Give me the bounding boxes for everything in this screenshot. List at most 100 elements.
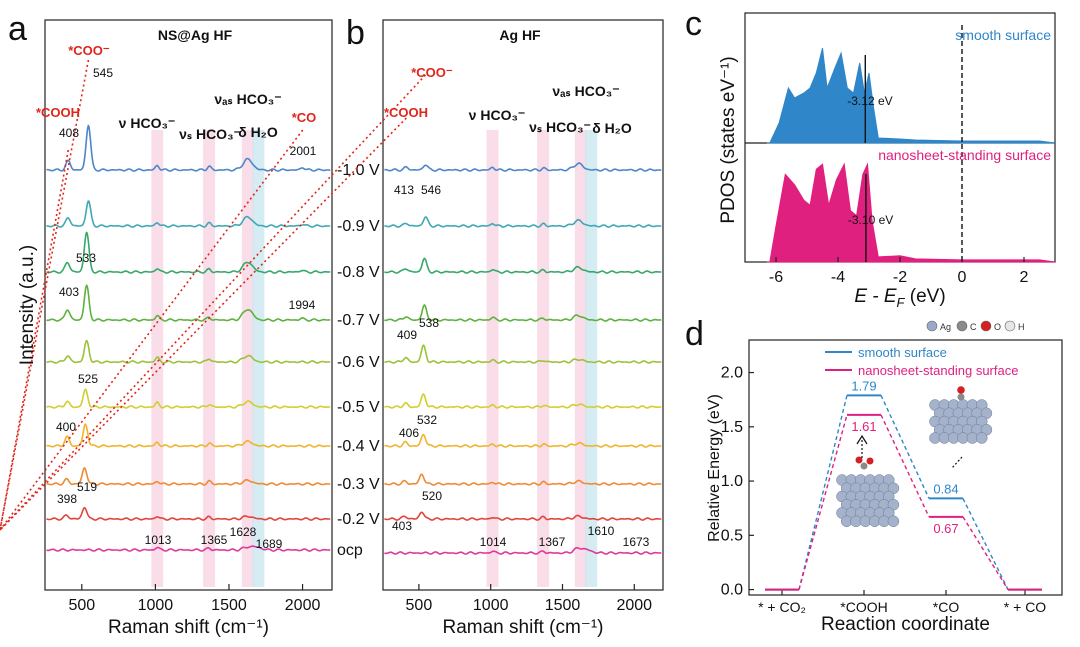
atom-legend-swatch [926,320,938,332]
peak-annotation: 1673 [623,535,650,549]
voltage-label: -0.8 V [337,264,380,281]
y-tick-label: 0.5 [721,527,743,544]
energy-value-label: 1.79 [851,378,876,393]
voltage-label: -0.6 V [337,354,380,371]
peak-label: δ H₂O [592,120,632,136]
voltage-label: -0.2 V [337,511,380,528]
spectrum-line-a-2 [46,231,331,274]
y-tick-label: 0.0 [721,582,743,599]
peak-guide-line [0,129,304,531]
voltage-label: -0.7 V [337,312,380,329]
x-tick-label: 1000 [473,597,509,614]
y-tick-label: 1.5 [721,419,743,436]
carbon-atom [957,393,965,401]
spectrum-line-a-8 [46,506,331,521]
energy-connector [880,414,930,518]
panel-b-title: Ag HF [499,27,541,43]
peak-guide-line [0,74,427,531]
pdos-area-1 [766,162,1056,263]
peak-label: *COO⁻ [411,65,453,80]
band-highlight [241,130,254,587]
peak-label: νₛ HCO₃⁻ [179,126,241,142]
peak-annotation: 1994 [289,298,316,312]
spectrum-line-b-6 [384,433,662,448]
spectrum-line-b-8 [384,511,662,521]
cooh-adsorbate-model [836,474,900,527]
peak-annotation: 519 [77,480,97,494]
energy-connector [962,498,1009,590]
peak-annotation: 525 [78,372,98,386]
atom-legend-swatch [980,320,992,332]
peak-annotation: 1689 [256,537,283,551]
energy-connector [798,414,848,590]
energy-value-label: 0.67 [933,521,958,536]
x-tick-label: -4 [831,269,845,286]
peak-annotation: 2001 [290,144,317,158]
peak-label: νₛ HCO₃⁻ [529,119,591,135]
pointer-arrow [951,456,963,469]
voltage-label: -0.4 V [337,438,380,455]
peak-label: νₐₛ HCO₃⁻ [552,83,619,99]
x-axis-label-d: Reaction coordinate [821,614,990,635]
x-tick-label: 500 [406,597,433,614]
spectrum-line-a-0 [46,124,331,172]
peak-annotation: 403 [59,285,79,299]
y-axis-label-c: PDOS (states eV⁻¹) [718,56,739,223]
energy-value-label: 0.84 [933,481,958,496]
peak-label: *CO [292,110,317,125]
x-tick-label: 0 [958,269,967,286]
pdos-series-label: smooth surface [955,27,1051,43]
panel-label-b: b [346,14,365,52]
spectrum-line-a-7 [46,467,331,486]
peak-annotation: 398 [57,492,77,506]
oxygen-atom [957,386,965,394]
voltage-label: -1.0 V [337,162,380,179]
band-highlight [537,130,550,587]
spectrum-line-a-5 [46,388,331,409]
spectrum-line-a-6 [46,423,331,448]
peak-label: ν HCO₃⁻ [119,115,176,131]
x-tick-label: 1500 [545,597,581,614]
peak-annotation: 545 [93,66,113,80]
spectrum-line-b-7 [384,473,662,486]
peak-annotation: 1628 [230,525,257,539]
panel-a-title: NS@Ag HF [158,27,233,43]
atom-legend-label: C [970,322,977,332]
peak-guide-line [0,117,407,531]
peak-annotation: 533 [76,251,96,265]
spectrum-line-b-4 [384,344,662,364]
spectrum-line-b-1 [384,216,662,228]
co-adsorbate-model [929,399,993,444]
band-highlight [151,130,164,587]
peak-label: *COOH [36,105,80,120]
panel-label-a: a [8,10,27,48]
oxygen-atom [855,456,863,464]
spectrum-line-b-2 [384,257,662,274]
peak-annotation: 403 [392,519,412,533]
peak-annotation: 409 [397,328,417,342]
x-category-label: *CO [933,599,960,615]
x-tick-label: 2000 [285,597,321,614]
atom-legend-swatch [956,320,968,332]
x-category-label: * + CO₂ [758,599,806,615]
band-highlight [585,130,598,587]
y-axis-label-a: Intensity (a.u.) [17,245,38,365]
oxygen-atom [866,457,874,465]
legend-label: smooth surface [858,345,947,360]
pdos-area-0 [766,47,1056,144]
voltage-label: -0.3 V [337,476,380,493]
spectrum-line-b-3 [384,304,662,322]
peak-annotation: 532 [417,413,437,427]
peak-annotation: 1013 [145,533,172,547]
spectrum-line-a-4 [46,339,331,364]
peak-label: νₐₛ HCO₃⁻ [214,91,281,107]
peak-label: ν HCO₃⁻ [469,107,526,123]
energy-connector [962,516,1009,590]
band-highlight [203,130,216,587]
peak-annotation: 546 [421,183,441,197]
peak-label: *COOH [384,105,428,120]
x-tick-label: 1000 [138,597,174,614]
carbon-atom [860,462,868,470]
y-tick-label: 2.0 [721,365,743,382]
